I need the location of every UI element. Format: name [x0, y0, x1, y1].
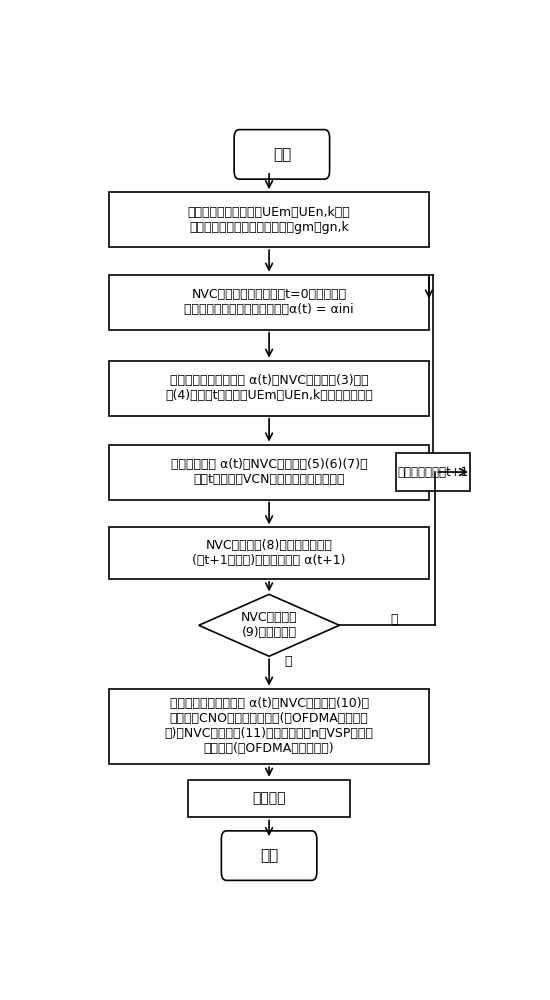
FancyBboxPatch shape — [234, 130, 329, 179]
Text: NVC判断公式
(9)是否被满足: NVC判断公式 (9)是否被满足 — [241, 611, 298, 639]
Text: 是: 是 — [284, 655, 292, 668]
Bar — [109, 192, 429, 247]
Bar — [109, 689, 429, 764]
Text: NVC使用公式(8)计算下一次迭代
(即t+1次迭代)所使用的价格 α(t+1): NVC使用公式(8)计算下一次迭代 (即t+1次迭代)所使用的价格 α(t+1) — [192, 539, 346, 567]
Text: 根据当前频谱资源价格 α(t)，NVC使用公式(10)计
算分配给CNO的频谱资源数量(即OFDMA子载波数
目)；NVC使用公式(11)计算分配给第n个VSP: 根据当前频谱资源价格 α(t)，NVC使用公式(10)计 算分配给CNO的频谱资… — [164, 697, 373, 755]
Text: 更新迭代次数为t+1: 更新迭代次数为t+1 — [398, 466, 469, 479]
Bar — [109, 361, 429, 416]
Bar — [109, 444, 429, 499]
Text: 根据当前价格 α(t)，NVC使用公式(5)(6)(7)计
算第t次迭代后VCN中过度的频谱资源需求: 根据当前价格 α(t)，NVC使用公式(5)(6)(7)计 算第t次迭代后VCN… — [170, 458, 367, 486]
Text: 通过专用的控制信道，UEm和UEn,k从基
站获取上行链路的信道状态信息gm和gn,k: 通过专用的控制信道，UEm和UEn,k从基 站获取上行链路的信道状态信息gm和g… — [188, 206, 350, 234]
Text: 结束: 结束 — [260, 848, 278, 863]
Text: 开始: 开始 — [273, 147, 291, 162]
Bar — [396, 453, 470, 491]
Bar — [109, 527, 429, 579]
Text: 否: 否 — [390, 613, 398, 626]
FancyBboxPatch shape — [221, 831, 317, 880]
Bar — [188, 780, 350, 817]
Bar — [109, 275, 429, 330]
Polygon shape — [199, 594, 339, 656]
Text: 算法终止: 算法终止 — [252, 792, 286, 806]
Text: 根据当前频谱资源价格 α(t)，NVC使用公式(3)和公
式(4)计算第t次迭代后UEm和UEn,k的资源分配结果: 根据当前频谱资源价格 α(t)，NVC使用公式(3)和公 式(4)计算第t次迭代… — [165, 374, 373, 402]
Text: NVC设置初始迭代次数为t=0，设置频谱
分配迭代过程的初始价格因子为α(t) = αini: NVC设置初始迭代次数为t=0，设置频谱 分配迭代过程的初始价格因子为α(t) … — [184, 288, 354, 316]
